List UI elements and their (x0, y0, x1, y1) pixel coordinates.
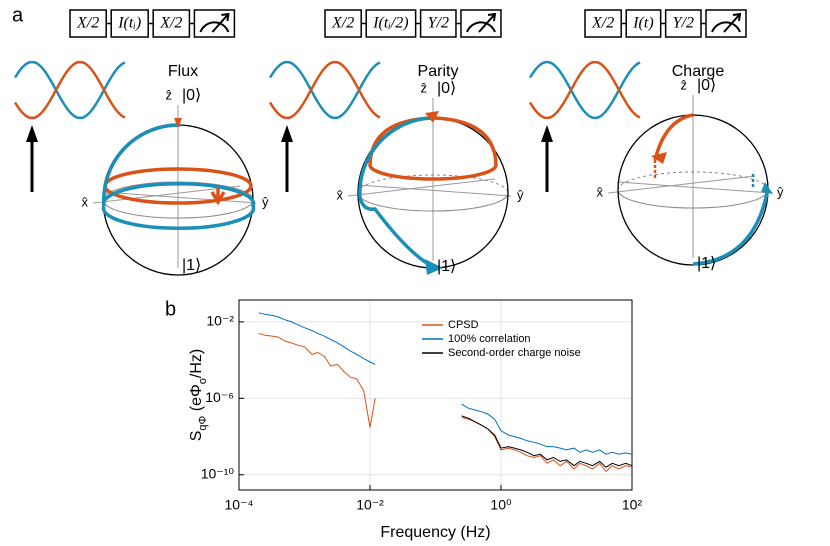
bloch-sphere: ẑ |0⟩ |1⟩ x̂ ŷ (337, 80, 525, 275)
y-tick-label: 10⁻⁶ (205, 389, 234, 405)
x-label: x̂ (82, 194, 89, 209)
y-label: ŷ (517, 187, 524, 202)
arrow-head (425, 259, 443, 275)
gate-label: I(tᵢ) (117, 15, 141, 32)
z-label: ẑ (166, 87, 173, 102)
x-label: x̂ (337, 187, 344, 202)
trajectory (210, 188, 226, 206)
x-axis (92, 185, 241, 204)
gate-label: Y/2 (673, 15, 694, 32)
x-tick-label: 10² (622, 497, 643, 513)
trajectory (653, 113, 694, 161)
legend-label: 100% correlation (448, 333, 531, 345)
bloch-sphere: ẑ |0⟩ |1⟩ x̂ ŷ (82, 87, 269, 276)
meter-box (705, 9, 747, 38)
meter-box (460, 9, 502, 38)
legend-label: CPSD (448, 319, 479, 331)
y-axis-title-part: /Hz) (188, 349, 205, 378)
y-label: ŷ (262, 194, 269, 209)
panel-title: Charge (672, 63, 725, 80)
ket0-label: |0⟩ (182, 87, 201, 104)
plot-frame (238, 299, 633, 491)
ket1-label: |1⟩ (437, 258, 456, 275)
y-axis (617, 181, 772, 194)
arrow-head (761, 182, 773, 194)
gate-label: I(t) (632, 15, 653, 32)
y-axis (357, 184, 512, 197)
equator-front (617, 189, 769, 209)
arrow-head (174, 118, 182, 128)
x-axis (607, 175, 756, 194)
ket1-label: |1⟩ (182, 257, 201, 274)
meter-dial (711, 21, 741, 33)
legend-label: Second-order charge noise (448, 347, 581, 359)
y-tick-label: 10⁻¹⁰ (201, 465, 235, 481)
y-axis (102, 191, 257, 204)
trajectory (358, 116, 434, 269)
meter-needle (478, 12, 497, 33)
z-label: ẑ (681, 77, 688, 92)
gate-label: Y/2 (428, 15, 449, 32)
meter-needle (723, 12, 742, 33)
panel-title: Parity (418, 63, 459, 80)
arrow-head (425, 111, 439, 123)
x-label: x̂ (597, 184, 604, 199)
y-axis-title: SqΦ (eΦo/Hz) (188, 349, 209, 441)
y-axis-title-part: S (188, 431, 205, 442)
wave-blue (528, 60, 641, 120)
trajectory (692, 192, 769, 266)
panel-label: b (165, 298, 176, 320)
arrow-head (26, 125, 38, 142)
gate-label: X/2 (159, 15, 182, 32)
y-label: ŷ (777, 184, 784, 199)
wave-orange (528, 60, 641, 120)
series-line (258, 312, 633, 455)
y-tick-label: 10⁻² (206, 313, 234, 329)
arrow-head (281, 125, 293, 142)
x-tick-label: 10⁻² (356, 497, 384, 513)
wave-orange (13, 60, 126, 120)
arrow-head (541, 125, 553, 142)
meter-box (193, 9, 236, 38)
equator-back (617, 171, 769, 191)
meter-needle (211, 12, 230, 33)
arrow-head (651, 152, 667, 164)
gate-label: I(tᵢ/2) (372, 15, 408, 32)
trajectory (101, 123, 256, 231)
panel-title: Flux (168, 63, 198, 80)
x-axis (347, 178, 496, 197)
ket0-label: |0⟩ (697, 77, 716, 94)
equator-front (102, 199, 254, 219)
wave-blue (268, 60, 381, 120)
x-tick-label: 10⁻⁴ (225, 497, 254, 513)
wave-blue (13, 60, 126, 120)
gate-label: X/2 (76, 15, 99, 32)
equator-front (357, 192, 509, 212)
z-label: ẑ (421, 80, 428, 95)
series-line (461, 415, 633, 468)
y-axis-title-part: o (197, 378, 209, 384)
gate-label: X/2 (331, 15, 354, 32)
meter-dial (199, 21, 230, 33)
y-axis-title-part: qΦ (197, 415, 209, 430)
ket0-label: |0⟩ (437, 80, 456, 97)
wave-orange (268, 60, 381, 120)
gate-label: X/2 (591, 15, 614, 32)
y-axis-title-part: (eΦ (188, 384, 205, 415)
meter-dial (466, 21, 496, 33)
bloch-sphere: ẑ |0⟩ |1⟩ x̂ ŷ (597, 77, 785, 272)
x-tick-label: 10⁰ (490, 497, 512, 513)
x-axis-title: Frequency (Hz) (380, 524, 490, 541)
equator-back (357, 174, 509, 194)
panel-label: a (12, 4, 24, 26)
ket1-label: |1⟩ (697, 255, 716, 272)
